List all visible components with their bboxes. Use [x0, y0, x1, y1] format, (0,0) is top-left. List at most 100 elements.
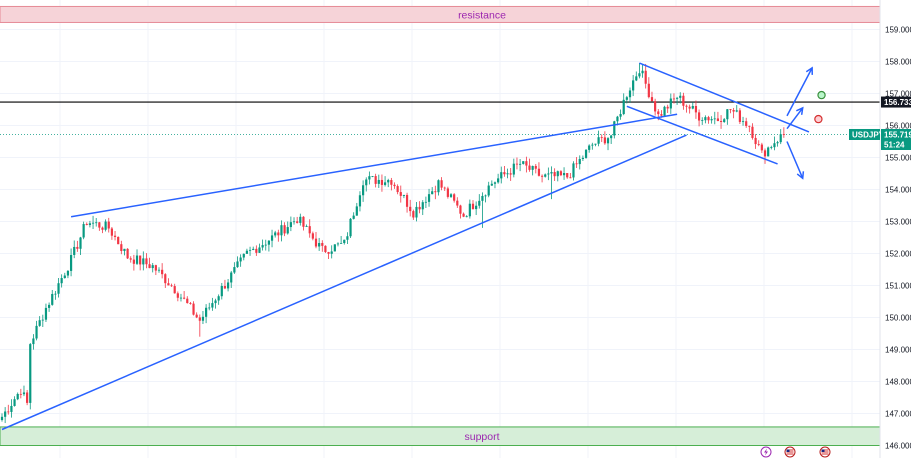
candle-body — [104, 221, 107, 230]
event-icons[interactable] — [760, 446, 831, 458]
candle-body — [73, 246, 76, 255]
candle-body — [569, 177, 572, 179]
candle-body — [475, 205, 478, 210]
candle-body — [0, 416, 4, 421]
candle-body — [625, 97, 628, 100]
candle-body — [41, 319, 44, 321]
price-tick-label: 149.000 — [885, 346, 911, 355]
candle-body — [44, 307, 48, 320]
candle-body — [13, 399, 16, 406]
candle-body — [217, 296, 220, 301]
candle-body — [380, 179, 384, 185]
candle-body — [66, 270, 70, 276]
candle-body — [226, 282, 230, 289]
candle-body — [663, 106, 666, 116]
candle-body — [701, 120, 704, 122]
level-price-badge — [881, 96, 911, 108]
candle-body — [38, 320, 41, 326]
candle-body — [613, 121, 616, 136]
candle-body — [330, 251, 333, 254]
candle-body — [230, 272, 233, 283]
candle-body — [69, 254, 73, 271]
us-flag-event-icon[interactable] — [819, 446, 831, 458]
candle-body — [468, 203, 471, 217]
target-up-marker[interactable] — [817, 90, 826, 100]
candle-body — [358, 195, 362, 207]
candle-body — [597, 137, 600, 144]
candle-body — [465, 216, 468, 218]
candle-body — [600, 137, 603, 139]
trendline[interactable] — [639, 62, 810, 133]
candle-body — [531, 165, 534, 170]
candle-body — [19, 393, 22, 395]
candle-body — [679, 95, 682, 98]
projection-arrows[interactable] — [786, 66, 813, 180]
candle-body — [198, 317, 201, 321]
candle-body — [506, 173, 509, 175]
candle-body — [760, 144, 763, 151]
candle-body — [321, 243, 324, 246]
candle-body — [352, 215, 355, 219]
candle-body — [113, 235, 117, 237]
candle-body — [776, 142, 779, 144]
candle-body — [575, 163, 578, 165]
projection-arrow[interactable] — [786, 107, 804, 130]
us-flag-event-icon[interactable] — [784, 446, 796, 458]
candle-body — [540, 175, 544, 177]
candle-body — [632, 80, 635, 91]
candle-body — [688, 106, 691, 109]
trendlines[interactable] — [1, 62, 810, 431]
candle-body — [161, 269, 164, 275]
candle-body — [635, 76, 638, 81]
candle-body — [286, 227, 289, 234]
candle-body — [440, 180, 443, 188]
candle-body — [139, 255, 142, 265]
candle-body — [63, 275, 66, 279]
price-tick-label: 148.000 — [885, 378, 911, 387]
candle-body — [525, 161, 528, 166]
candle-body — [135, 255, 139, 264]
candle-body — [374, 176, 377, 184]
candle-body — [497, 178, 500, 183]
candle-body — [528, 165, 531, 170]
candle-body — [566, 173, 569, 178]
price-axis[interactable]: 159.000 158.000 157.000 156.000 155.000 154.0… — [885, 26, 911, 451]
target-markers[interactable] — [814, 90, 826, 124]
candle-body — [183, 297, 186, 299]
arrow-head — [796, 171, 805, 180]
price-tick-label: 156.000 — [885, 122, 911, 131]
lightning-event-icon[interactable] — [760, 446, 772, 458]
candle-body — [255, 248, 258, 253]
candles — [0, 63, 785, 424]
trendline[interactable] — [626, 105, 778, 165]
candle-body — [10, 405, 13, 412]
candle-body — [355, 206, 358, 216]
candle-body — [402, 194, 406, 196]
resistance-zone[interactable] — [0, 5, 881, 23]
candle-body — [242, 253, 245, 258]
candle-body — [726, 109, 729, 120]
trendline[interactable] — [70, 113, 678, 218]
candle-body — [556, 171, 559, 177]
projection-arrow[interactable] — [786, 141, 804, 179]
candle-body — [340, 243, 343, 244]
candle-body — [311, 233, 314, 239]
candle-body — [110, 228, 113, 236]
candle-body — [91, 222, 95, 224]
candle-body — [371, 176, 374, 177]
candle-body — [318, 243, 321, 247]
candle-body — [223, 285, 227, 289]
candle-body — [493, 182, 497, 184]
grid-lines — [0, 0, 880, 458]
target-down-marker[interactable] — [814, 114, 823, 124]
candle-body — [324, 245, 327, 253]
candle-body — [239, 257, 242, 262]
support-zone[interactable] — [0, 426, 881, 447]
candle-body — [641, 70, 644, 74]
candle-body — [723, 119, 726, 122]
symbol-text: USDJPY — [852, 130, 885, 139]
trendline[interactable] — [1, 134, 687, 431]
projection-arrow[interactable] — [786, 67, 813, 117]
candle-body — [76, 246, 79, 249]
